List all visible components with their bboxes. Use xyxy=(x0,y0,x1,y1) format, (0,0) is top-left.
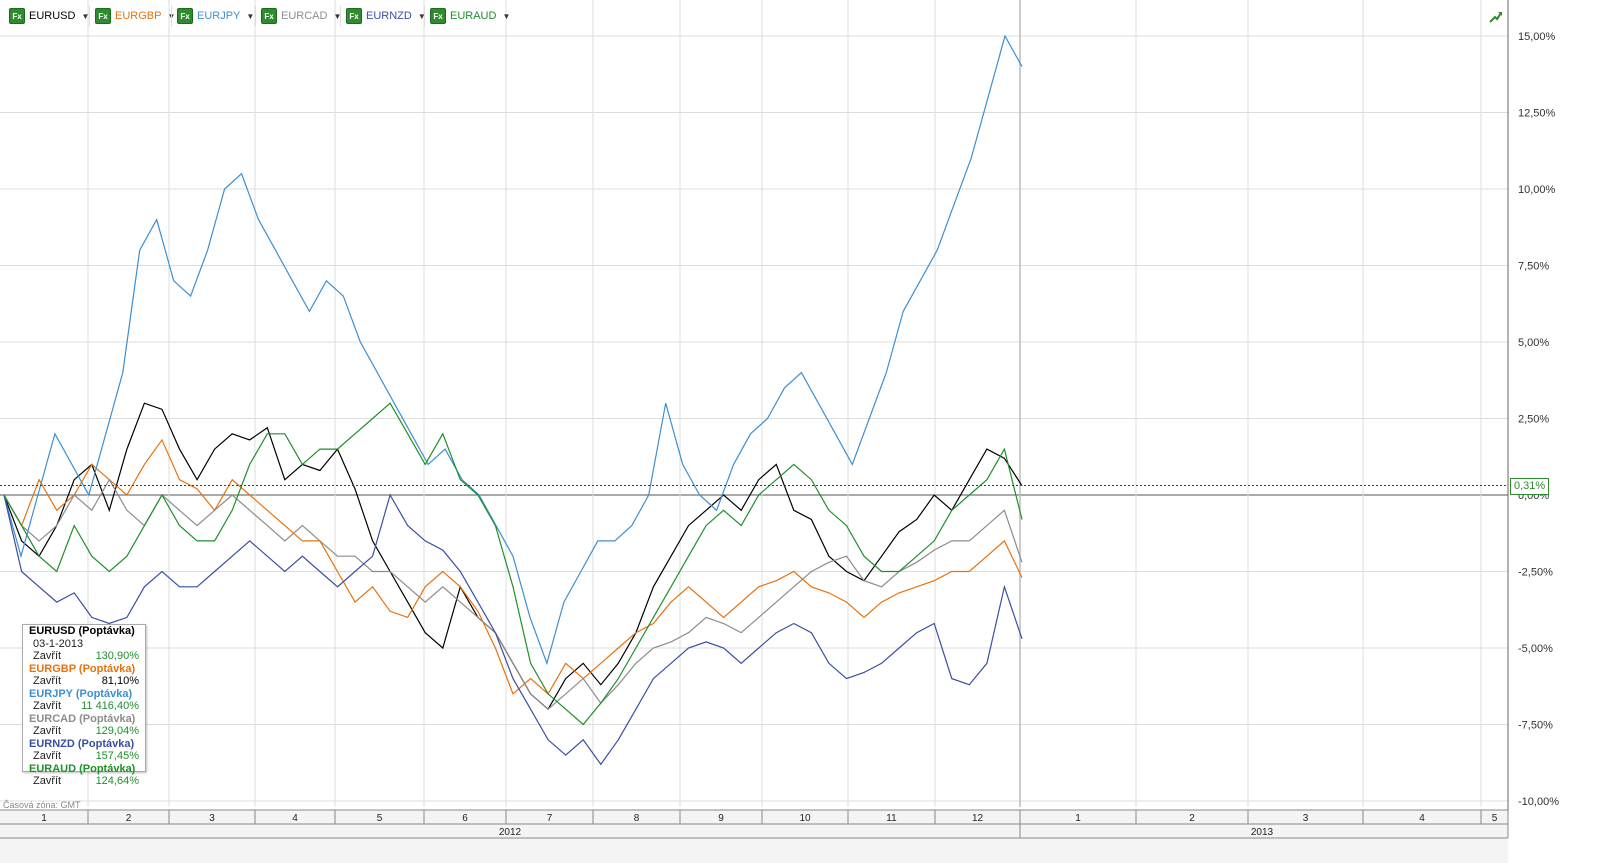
legend-date: 03-1-2013 xyxy=(33,637,84,650)
legend-close-row: Zavřít 130,90% xyxy=(23,650,145,663)
fx-icon: Fx xyxy=(9,8,25,24)
legend-close-row: Zavřít 81,10% xyxy=(23,675,145,688)
x-month-label: 9 xyxy=(718,813,724,824)
legend-close-label: Zavřít xyxy=(33,675,62,687)
x-month-label: 2 xyxy=(1189,813,1195,824)
x-month-label: 6 xyxy=(462,813,468,824)
x-month-label: 7 xyxy=(547,813,553,824)
legend-close-value: 130,90% xyxy=(95,650,139,662)
symbol-selector-eurcad[interactable]: Fx EURCAD ▼ xyxy=(261,8,341,24)
legend-close-row: Zavřít 124,64% xyxy=(23,775,145,788)
legend-series-name: EURGBP (Poptávka) xyxy=(29,662,136,675)
symbol-label: EURJPY xyxy=(197,10,241,22)
x-month-label: 3 xyxy=(1303,813,1309,824)
symbol-label: EURCAD xyxy=(281,10,328,22)
y-tick-label: 5,00% xyxy=(1518,337,1549,349)
series-line-eurgbp xyxy=(3,438,1023,695)
toolbar-separator xyxy=(89,6,90,26)
toolbar-separator xyxy=(340,6,341,26)
series-line-euraud xyxy=(3,402,1023,726)
series-line-eurjpy xyxy=(3,34,1023,666)
x-month-label: 5 xyxy=(377,813,383,824)
legend-series-name: EURAUD (Poptávka) xyxy=(29,762,136,775)
last-value-badge: 0,31% xyxy=(1510,478,1550,495)
y-tick-label: 10,00% xyxy=(1518,184,1556,196)
y-tick-label: 12,50% xyxy=(1518,108,1556,120)
caret-down-icon[interactable]: ▼ xyxy=(246,11,255,21)
symbol-selector-eurusd[interactable]: Fx EURUSD ▼ xyxy=(9,8,89,24)
legend-close-label: Zavřít xyxy=(33,775,62,787)
series-line-eurnzd xyxy=(3,493,1023,766)
x-month-label: 8 xyxy=(634,813,640,824)
symbol-selector-eurjpy[interactable]: Fx EURJPY ▼ xyxy=(177,8,254,24)
legend-close-row: Zavřít 11 416,40% xyxy=(23,700,145,713)
x-month-label: 4 xyxy=(1419,813,1425,824)
symbol-label: EURGBP xyxy=(115,10,162,22)
legend-close-row: Zavřít 129,04% xyxy=(23,725,145,738)
legend-close-label: Zavřít xyxy=(33,725,62,737)
x-year-label: 2012 xyxy=(499,827,522,838)
symbol-label: EURUSD xyxy=(29,10,76,22)
caret-down-icon[interactable]: ▼ xyxy=(81,11,90,21)
series-line-eurcad xyxy=(3,478,1023,710)
legend-close-label: Zavřít xyxy=(33,700,62,712)
legend-close-value: 157,45% xyxy=(95,750,139,762)
legend-close-label: Zavřít xyxy=(33,750,62,762)
legend-close-value: 124,64% xyxy=(95,775,139,787)
x-month-label: 12 xyxy=(972,813,984,824)
caret-down-icon[interactable]: ▼ xyxy=(333,11,342,21)
y-tick-label: -7,50% xyxy=(1518,720,1553,732)
trend-up-icon[interactable] xyxy=(1488,9,1504,25)
x-month-label: 3 xyxy=(209,813,215,824)
x-month-label: 1 xyxy=(41,813,47,824)
toolbar-separator xyxy=(255,6,256,26)
legend-series-name: EURCAD (Poptávka) xyxy=(29,712,136,725)
fx-icon: Fx xyxy=(95,8,111,24)
caret-down-icon[interactable]: ▼ xyxy=(502,11,511,21)
x-month-label: 2 xyxy=(126,813,132,824)
x-month-label: 1 xyxy=(1075,813,1081,824)
y-tick-label: 7,50% xyxy=(1518,261,1549,273)
legend-series-name: EURJPY (Poptávka) xyxy=(29,687,133,700)
y-tick-label: 15,00% xyxy=(1518,31,1556,43)
symbol-label: EURNZD xyxy=(366,10,412,22)
fx-icon: Fx xyxy=(261,8,277,24)
legend-close-value: 81,10% xyxy=(101,675,139,687)
y-tick-label: -2,50% xyxy=(1518,567,1553,579)
y-tick-label: -10,00% xyxy=(1518,796,1559,808)
x-month-label: 5 xyxy=(1492,813,1498,824)
legend-series-name: EURNZD (Poptávka) xyxy=(29,737,135,750)
symbol-selector-eurnzd[interactable]: Fx EURNZD ▼ xyxy=(346,8,426,24)
caret-down-icon[interactable]: ▼ xyxy=(417,11,426,21)
legend-series-name: EURUSD (Poptávka) xyxy=(29,625,135,637)
x-year-label: 2013 xyxy=(1251,827,1274,838)
fx-icon: Fx xyxy=(430,8,446,24)
x-month-label: 11 xyxy=(886,813,897,824)
legend-close-label: Zavřít xyxy=(33,650,62,662)
y-tick-label: 2,50% xyxy=(1518,414,1549,426)
legend-close-value: 129,04% xyxy=(95,725,139,737)
symbol-selector-euraud[interactable]: Fx EURAUD ▼ xyxy=(430,8,510,24)
toolbar-separator xyxy=(171,6,172,26)
data-legend: EURUSD (Poptávka) 03-1-2013 Zavřít 130,90% E… xyxy=(22,624,146,787)
x-month-label: 4 xyxy=(292,813,298,824)
fx-icon: Fx xyxy=(177,8,193,24)
legend-close-row: Zavřít 157,45% xyxy=(23,750,145,763)
timezone-label: Časová zóna: GMT xyxy=(3,800,81,810)
symbol-toolbar: Fx EURUSD ▼ Fx EURGBP ▼ Fx EURJPY ▼ Fx EURCAD ▼ Fx EU… xyxy=(0,0,1540,32)
x-axis-background xyxy=(0,810,1508,863)
legend-close-value: 11 416,40% xyxy=(81,700,139,712)
fx-icon: Fx xyxy=(346,8,362,24)
y-tick-label: -5,00% xyxy=(1518,643,1553,655)
toolbar-separator xyxy=(424,6,425,26)
x-month-label: 10 xyxy=(799,813,811,824)
symbol-label: EURAUD xyxy=(450,10,497,22)
